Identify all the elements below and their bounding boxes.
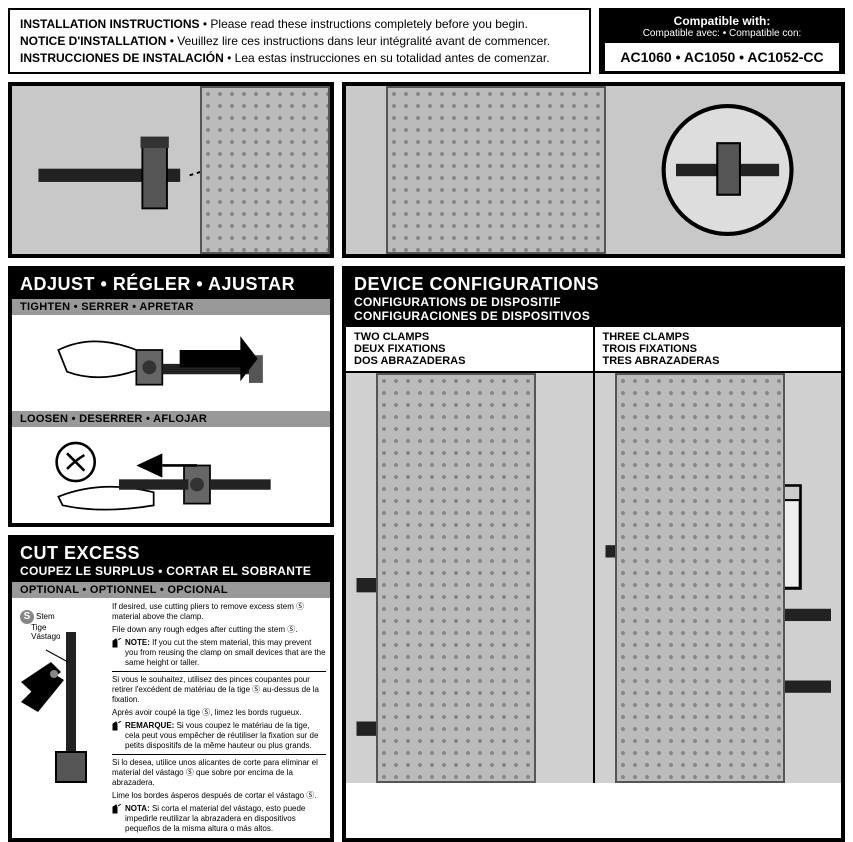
step-1-illustration [12, 86, 330, 254]
step-2-box: 2 [342, 82, 845, 258]
device-body: TWO CLAMPS DEUX FIXATIONS DOS ABRAZADERA… [346, 327, 841, 783]
cut-heading: CUT EXCESS COUPEZ LE SURPLUS • CORTAR EL… [12, 539, 330, 582]
cut-body: SStem Tige Vástago If desir [12, 598, 330, 838]
cut-en-note: NOTE: If you cut the stem material, this… [112, 638, 326, 668]
cut-es-note: NOTA: Si corta el material del vástago, … [112, 804, 326, 834]
note-icon [112, 804, 122, 814]
cut-fr-note: REMARQUE: Si vous coupez le matériau de … [112, 721, 326, 751]
cut-es-2: Lime los bordes ásperos después de corta… [112, 791, 326, 801]
step-2-illustration [346, 86, 841, 254]
note-icon [112, 721, 122, 731]
loosen-illustration [12, 427, 330, 523]
cut-es-1: Si lo desea, utilice unos alicantes de c… [112, 758, 326, 788]
main-row: ADJUST • RÉGLER • AJUSTAR TIGHTEN • SERR… [8, 266, 845, 842]
two-clamps-col: TWO CLAMPS DEUX FIXATIONS DOS ABRAZADERA… [346, 327, 595, 783]
loosen-label: LOOSEN • DESERRER • AFLOJAR [12, 411, 330, 427]
cut-fr-2: Après avoir coupé la tige Ⓢ, limez les b… [112, 708, 326, 718]
header-row: INSTALLATION INSTRUCTIONS • Please read … [8, 8, 845, 74]
adjust-panel: ADJUST • RÉGLER • AJUSTAR TIGHTEN • SERR… [8, 266, 334, 527]
cut-text-block: If desired, use cutting pliers to remove… [112, 602, 326, 834]
compat-title: Compatible with: [605, 14, 839, 28]
optional-label: OPTIONAL • OPTIONNEL • OPCIONAL [12, 582, 330, 598]
compat-sub: Compatible avec: • Compatible con: [605, 28, 839, 39]
header-line-fr: NOTICE D'INSTALLATION • Veuillez lire ce… [20, 33, 579, 50]
two-clamps-illustration [346, 373, 593, 783]
three-clamps-col: THREE CLAMPS TROIS FIXATIONS TRES ABRAZA… [595, 327, 842, 783]
tighten-illustration [12, 315, 330, 411]
note-icon [112, 638, 122, 648]
left-column: ADJUST • RÉGLER • AJUSTAR TIGHTEN • SERR… [8, 266, 334, 842]
step-1-box: 1 [8, 82, 334, 258]
cut-excess-panel: CUT EXCESS COUPEZ LE SURPLUS • CORTAR EL… [8, 535, 334, 842]
stem-callout: SStem Tige Vástago [20, 610, 60, 642]
cut-en-1: If desired, use cutting pliers to remove… [112, 602, 326, 622]
compatible-box: Compatible with: Compatible avec: • Comp… [599, 8, 845, 74]
compat-models: AC1060 • AC1050 • AC1052-CC [605, 43, 839, 71]
cut-fr-1: Si vous le souhaitez, utilisez des pince… [112, 675, 326, 705]
three-clamps-illustration [595, 373, 842, 783]
device-config-panel: DEVICE CONFIGURATIONS CONFIGURATIONS DE … [342, 266, 845, 842]
hand-loosen-icon [41, 436, 301, 514]
adjust-heading: ADJUST • RÉGLER • AJUSTAR [12, 270, 330, 299]
two-clamps-heading: TWO CLAMPS DEUX FIXATIONS DOS ABRAZADERA… [346, 327, 593, 373]
header-line-es: INSTRUCCIONES DE INSTALACIÓN • Lea estas… [20, 50, 579, 67]
cut-illustration: SStem Tige Vástago [16, 602, 106, 812]
instructions-header: INSTALLATION INSTRUCTIONS • Please read … [8, 8, 591, 74]
device-heading: DEVICE CONFIGURATIONS CONFIGURATIONS DE … [346, 270, 841, 327]
three-clamps-heading: THREE CLAMPS TROIS FIXATIONS TRES ABRAZA… [595, 327, 842, 373]
hand-tighten-icon [41, 324, 301, 402]
header-line-en: INSTALLATION INSTRUCTIONS • Please read … [20, 16, 579, 33]
cut-en-2: File down any rough edges after cutting … [112, 625, 326, 635]
tighten-label: TIGHTEN • SERRER • APRETAR [12, 299, 330, 315]
steps-row: 1 2 [8, 82, 845, 258]
